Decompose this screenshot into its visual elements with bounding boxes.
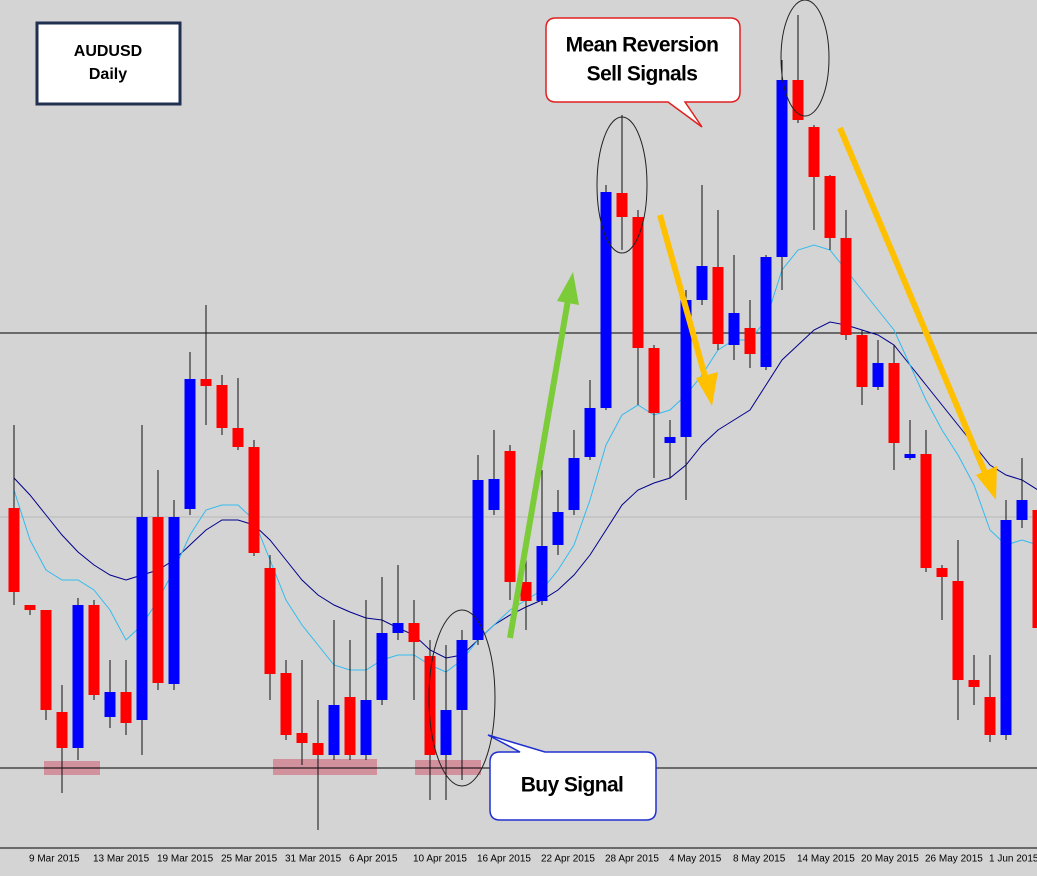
x-tick-label: 19 Mar 2015	[157, 854, 214, 865]
candle-body	[441, 710, 452, 755]
candle-body	[297, 733, 308, 743]
candle-body	[377, 633, 388, 700]
candle-body	[777, 80, 788, 257]
candle-body	[665, 437, 676, 443]
candle-body	[313, 743, 324, 755]
x-tick-label: 31 Mar 2015	[285, 854, 342, 865]
candle-body	[169, 517, 180, 684]
callout-text: Sell Signals	[587, 63, 698, 86]
x-tick-label: 20 May 2015	[861, 854, 919, 865]
candle-body	[889, 363, 900, 443]
candle-body	[985, 697, 996, 735]
candle-body	[649, 348, 660, 413]
candle-body	[953, 581, 964, 680]
candle-body	[553, 512, 564, 545]
candle-body	[1033, 510, 1037, 628]
candle-body	[409, 623, 420, 642]
candle-body	[329, 705, 340, 755]
candle-body	[921, 454, 932, 568]
candle-body	[105, 692, 116, 717]
x-tick-label: 14 May 2015	[797, 854, 855, 865]
x-tick-label: 1 Jun 2015	[989, 854, 1037, 865]
candle-body	[1017, 500, 1028, 520]
x-tick-label: 22 Apr 2015	[541, 854, 595, 865]
candle-body	[857, 335, 868, 387]
candle-body	[1001, 520, 1012, 735]
candle-body	[121, 692, 132, 723]
candle-body	[249, 447, 260, 553]
candle-body	[873, 363, 884, 387]
candle-body	[617, 193, 628, 217]
candle-body	[281, 673, 292, 735]
x-tick-label: 13 Mar 2015	[93, 854, 150, 865]
candle-body	[809, 127, 820, 177]
candle-body	[201, 379, 212, 386]
candle-body	[937, 568, 948, 577]
x-tick-label: 6 Apr 2015	[349, 854, 398, 865]
candle-body	[457, 640, 468, 710]
x-tick-label: 4 May 2015	[669, 854, 722, 865]
candle-body	[25, 605, 36, 610]
candle-body	[57, 712, 68, 748]
x-tick-label: 8 May 2015	[733, 854, 786, 865]
x-tick-label: 9 Mar 2015	[29, 854, 80, 865]
candle-body	[153, 517, 164, 683]
candle-body	[489, 479, 500, 510]
x-tick-label: 25 Mar 2015	[221, 854, 278, 865]
candle-body	[585, 408, 596, 457]
candle-body	[393, 623, 404, 633]
candle-body	[233, 428, 244, 447]
x-tick-label: 28 Apr 2015	[605, 854, 659, 865]
candle-body	[425, 656, 436, 755]
x-tick-label: 10 Apr 2015	[413, 854, 467, 865]
candle-body	[537, 546, 548, 601]
candle-body	[137, 517, 148, 720]
candle-body	[9, 508, 20, 592]
candle-body	[89, 605, 100, 695]
candle-body	[697, 266, 708, 300]
callout-text: Mean Reversion	[566, 34, 719, 57]
support-zone	[273, 759, 377, 775]
candle-body	[601, 192, 612, 408]
candle-body	[745, 328, 756, 354]
candle-body	[185, 379, 196, 509]
symbol-title: AUDUSD	[74, 43, 142, 60]
candle-body	[361, 700, 372, 755]
candle-body	[825, 176, 836, 238]
candle-body	[217, 385, 228, 428]
candle-body	[265, 568, 276, 674]
candle-body	[905, 454, 916, 458]
candle-body	[345, 697, 356, 755]
timeframe: Daily	[89, 66, 127, 83]
symbol-box: AUDUSD Daily	[37, 23, 180, 104]
candle-body	[505, 451, 516, 582]
x-tick-label: 16 Apr 2015	[477, 854, 531, 865]
candle-body	[41, 610, 52, 710]
symbol-box-frame	[37, 23, 180, 104]
candle-body	[73, 605, 84, 748]
candle-body	[569, 458, 580, 510]
x-tick-label: 26 May 2015	[925, 854, 983, 865]
callout-text: Buy Signal	[521, 774, 624, 797]
candle-body	[761, 257, 772, 367]
candle-body	[969, 680, 980, 687]
candle-body	[841, 238, 852, 335]
candle-body	[729, 313, 740, 345]
candle-body	[713, 267, 724, 344]
